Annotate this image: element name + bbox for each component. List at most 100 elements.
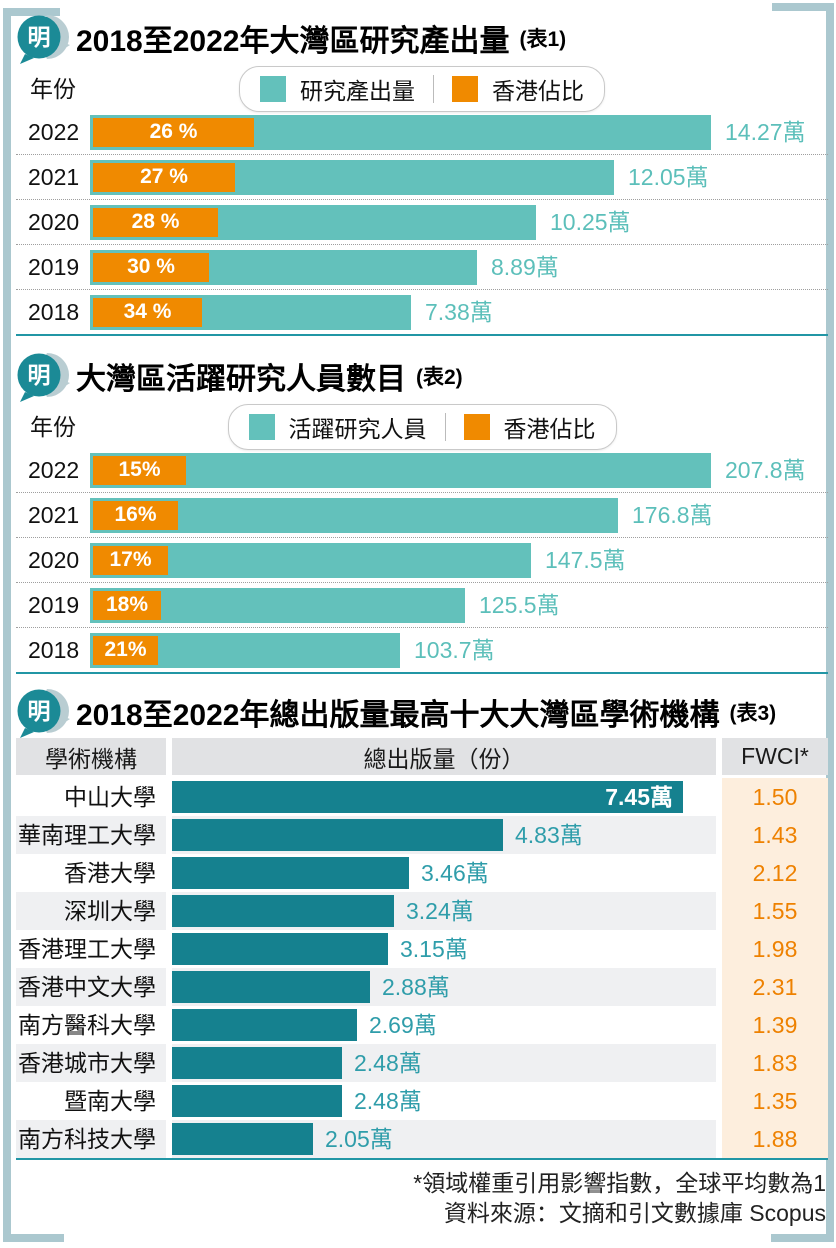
year-label: 2021 [28, 501, 80, 528]
institution-name: 南方醫科大學 [18, 1012, 156, 1038]
publications-bar-cell: 4.83萬 [172, 816, 716, 854]
bar-track: 15% 207.8萬 [90, 452, 828, 488]
chart1-bottom-rule [16, 334, 828, 336]
table-row: 香港城市大學 2.48萬 1.83 [16, 1044, 828, 1082]
value-label: 147.5萬 [545, 546, 626, 573]
chart3-rows: 中山大學 7.45萬 1.50 華南理工大學 4.83萬 1.43 香港大學 3.46萬 2.1… [16, 778, 828, 1158]
chart2-header: 明 大灣區活躍研究人員數目 (表2) [16, 350, 828, 402]
hk-share-bar: 28 % [93, 207, 218, 237]
value-label: 125.5萬 [479, 591, 560, 618]
value-label: 8.89萬 [491, 253, 559, 280]
bar-track: 18% 125.5萬 [90, 587, 828, 623]
chart2-legend-row: 年份 活躍研究人員 香港佔比 [16, 404, 828, 450]
hk-share-bar: 34 % [93, 297, 202, 327]
institution-name: 南方科技大學 [16, 1120, 166, 1158]
publications-bar-cell: 2.48萬 [172, 1082, 716, 1120]
publications-bar [172, 1009, 357, 1041]
legend-label-hkshare: 香港佔比 [503, 416, 596, 442]
publications-label: 2.48萬 [354, 1050, 422, 1076]
publications-bar [172, 857, 409, 889]
legend-divider [444, 413, 446, 441]
hk-share-label: 34 % [123, 300, 172, 323]
publications-label: 2.05萬 [325, 1126, 393, 1152]
publications-label: 2.88萬 [382, 974, 450, 1000]
hk-share-label: 18% [105, 593, 149, 616]
chart2-section: 明 大灣區活躍研究人員數目 (表2) 年份 活躍研究人員 香港佔比 2022 15… [16, 350, 828, 674]
publications-label: 3.15萬 [400, 936, 468, 962]
publications-label: 3.46萬 [421, 860, 489, 886]
fwci-value: 1.50 [722, 778, 828, 816]
institution-name: 香港城市大學 [16, 1044, 166, 1082]
value-label: 12.05萬 [628, 163, 709, 190]
chart2-table-tag: (表2) [416, 366, 463, 389]
footnote-fwci-definition: *領域權重引用影響指數，全球平均數為1 [413, 1170, 826, 1196]
value-label: 207.8萬 [725, 456, 806, 483]
bar-row: 2022 15% 207.8萬 [16, 448, 828, 492]
logo-character: 明 [28, 698, 51, 724]
fwci-value: 1.55 [722, 892, 828, 930]
publications-bar-cell: 2.88萬 [172, 968, 716, 1006]
year-label: 2018 [28, 636, 80, 663]
bar-track: 21% 103.7萬 [90, 632, 828, 668]
bar-row: 2019 30 % 8.89萬 [16, 244, 828, 289]
chart1-header: 明 2018至2022年大灣區研究產出量 (表1) [16, 12, 828, 64]
frame-top-left [3, 8, 60, 16]
bar-row: 2018 21% 103.7萬 [16, 627, 828, 672]
table-row: 暨南大學 2.48萬 1.35 [16, 1082, 828, 1120]
chart1-title: 2018至2022年大灣區研究產出量 [76, 25, 510, 58]
fwci-value: 1.35 [722, 1082, 828, 1120]
fwci-value: 1.43 [722, 816, 828, 854]
legend-label-output: 研究產出量 [300, 78, 415, 104]
institution-name: 香港理工大學 [18, 936, 156, 962]
publications-label: 4.83萬 [515, 822, 583, 848]
bar-track: 30 % 8.89萬 [90, 249, 828, 285]
frame-bottom-left [3, 1234, 64, 1242]
value-label: 103.7萬 [414, 636, 495, 663]
publications-bar-cell: 2.05萬 [172, 1120, 716, 1158]
chart2-legend: 活躍研究人員 香港佔比 [227, 404, 617, 450]
chart3-title: 2018至2022年總出版量最高十大大灣區學術機構 [76, 699, 720, 732]
publications-bar-cell: 3.46萬 [172, 854, 716, 892]
table-header-institution: 學術機構 [16, 738, 166, 775]
table-row: 香港大學 3.46萬 2.12 [16, 854, 828, 892]
hk-share-bar: 18% [93, 590, 161, 620]
table-header: 學術機構 總出版量（份） FWCI* [16, 738, 828, 775]
publications-bar [172, 819, 503, 851]
hk-share-bar: 15% [93, 455, 186, 485]
chart2-axis-label: 年份 [30, 414, 76, 440]
year-label: 2021 [28, 163, 80, 190]
chart3-header: 明 2018至2022年總出版量最高十大大灣區學術機構 (表3) [16, 686, 828, 738]
bar-track: 26 % 14.27萬 [90, 114, 828, 150]
legend-swatch-teal [260, 76, 286, 102]
bar-row: 2020 28 % 10.25萬 [16, 199, 828, 244]
publications-bar [172, 895, 394, 927]
footnotes: *領域權重引用影響指數，全球平均數為1 資料來源：文摘和引文數據庫 Scopus [16, 1168, 828, 1228]
primary-bar [90, 452, 711, 488]
chart2-bottom-rule [16, 672, 828, 674]
chart3-bottom-rule [16, 1158, 828, 1160]
year-label: 2018 [28, 298, 80, 325]
fwci-value: 1.83 [722, 1044, 828, 1082]
publications-label: 2.69萬 [369, 1012, 437, 1038]
hk-share-label: 30 % [127, 255, 175, 278]
hk-share-label: 17% [109, 548, 152, 571]
publications-bar [172, 1047, 342, 1079]
value-label: 14.27萬 [725, 118, 806, 145]
bar-track: 27 % 12.05萬 [90, 159, 828, 195]
publications-bar: 7.45萬 [172, 781, 683, 813]
frame-right [826, 3, 834, 1239]
chart1-rows: 2022 26 % 14.27萬 2021 27 % 12.05萬 2020 28 % 10.2… [16, 110, 828, 334]
legend-label-researchers: 活躍研究人員 [288, 416, 427, 442]
institution-name: 香港中文大學 [16, 968, 166, 1006]
table-row: 香港中文大學 2.88萬 2.31 [16, 968, 828, 1006]
year-label: 2020 [28, 546, 80, 573]
table-row: 香港理工大學 3.15萬 1.98 [16, 930, 828, 968]
publications-bar [172, 1123, 313, 1155]
institution-name: 暨南大學 [64, 1088, 156, 1114]
fwci-value: 2.12 [722, 854, 828, 892]
fwci-value: 1.98 [722, 930, 828, 968]
fwci-value: 1.39 [722, 1006, 828, 1044]
year-label: 2022 [28, 456, 80, 483]
publications-bar [172, 971, 370, 1003]
institution-name: 中山大學 [64, 784, 156, 810]
